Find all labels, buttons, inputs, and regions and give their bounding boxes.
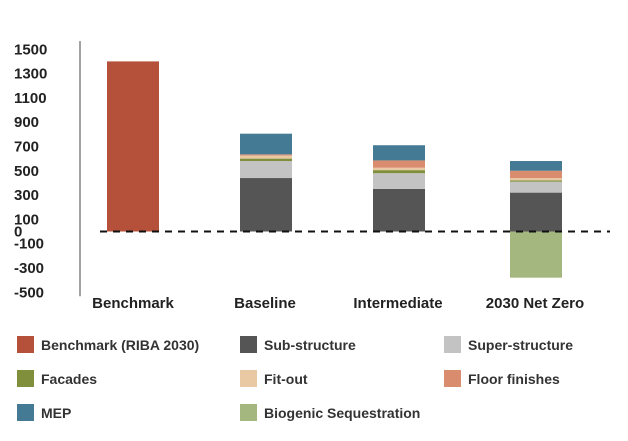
x-label-2030-net-zero: 2030 Net Zero — [486, 295, 584, 312]
y-tick-label-1100: 1100 — [14, 90, 47, 107]
x-label-baseline: Baseline — [234, 295, 296, 312]
bar-2030-net-zero-sub-structure — [510, 192, 562, 232]
legend-label-mep: MEP — [41, 405, 71, 421]
bar-2030-net-zero-facades — [510, 180, 562, 182]
bar-benchmark-benchmark-riba-2030 — [107, 61, 159, 232]
x-label-intermediate: Intermediate — [353, 295, 442, 312]
legend-swatch-mep — [17, 404, 34, 421]
y-tick-label-700: 700 — [14, 138, 39, 155]
bars — [107, 61, 562, 278]
legend-swatch-floor-finishes — [444, 370, 461, 387]
bar-baseline-facades — [240, 158, 292, 162]
y-tick-label-100: 100 — [14, 211, 39, 228]
x-label-benchmark: Benchmark — [92, 295, 174, 312]
x-axis-labels: Benchmark Baseline Intermediate 2030 Net Ze… — [92, 295, 584, 312]
y-tick-label-500: 500 — [14, 163, 39, 180]
y-tick-label-100: -100 — [14, 236, 44, 253]
legend-swatch-fit-out — [240, 370, 257, 387]
bar-2030-net-zero-mep — [510, 161, 562, 171]
legend-label-fit-out: Fit-out — [264, 371, 308, 387]
bar-2030-net-zero-biogenic-sequestration — [510, 231, 562, 278]
bar-intermediate-sub-structure — [373, 188, 425, 232]
legend-swatch-benchmark-riba-2030 — [17, 336, 34, 353]
legend-swatch-facades — [17, 370, 34, 387]
bar-intermediate-super-structure — [373, 173, 425, 189]
legend-swatch-sub-structure — [240, 336, 257, 353]
bar-intermediate-floor-finishes — [373, 160, 425, 168]
y-tick-label-0: 0 — [14, 224, 22, 241]
legend-label-floor-finishes: Floor finishes — [468, 371, 560, 387]
y-tick-label-500: -500 — [14, 284, 44, 301]
y-tick-label-300: -300 — [14, 260, 44, 277]
bar-intermediate-facades — [373, 170, 425, 174]
y-tick-label-300: 300 — [14, 187, 39, 204]
bar-baseline-super-structure — [240, 161, 292, 179]
legend-label-biogenic-sequestration: Biogenic Sequestration — [264, 405, 420, 421]
bar-2030-net-zero-floor-finishes — [510, 170, 562, 179]
bar-baseline-fit-out — [240, 155, 292, 159]
legend-label-super-structure: Super-structure — [468, 337, 573, 353]
bar-baseline-floor-finishes — [240, 154, 292, 156]
y-tick-label-900: 900 — [14, 114, 39, 131]
legend-swatch-biogenic-sequestration — [240, 404, 257, 421]
legend-swatch-super-structure — [444, 336, 461, 353]
y-tick-label-1300: 1300 — [14, 66, 47, 83]
bar-baseline-sub-structure — [240, 178, 292, 232]
bar-baseline-mep — [240, 133, 292, 155]
bar-intermediate-fit-out — [373, 167, 425, 171]
bar-intermediate-mep — [373, 145, 425, 161]
legend-label-facades: Facades — [41, 371, 97, 387]
y-tick-label-1500: 1500 — [14, 41, 47, 58]
legend-label-benchmark-riba-2030: Benchmark (RIBA 2030) — [41, 337, 199, 353]
legend-label-sub-structure: Sub-structure — [264, 337, 356, 353]
bar-2030-net-zero-fit-out — [510, 178, 562, 181]
legend: Benchmark (RIBA 2030) Sub-structure Super-… — [17, 336, 573, 421]
bar-2030-net-zero-super-structure — [510, 181, 562, 193]
